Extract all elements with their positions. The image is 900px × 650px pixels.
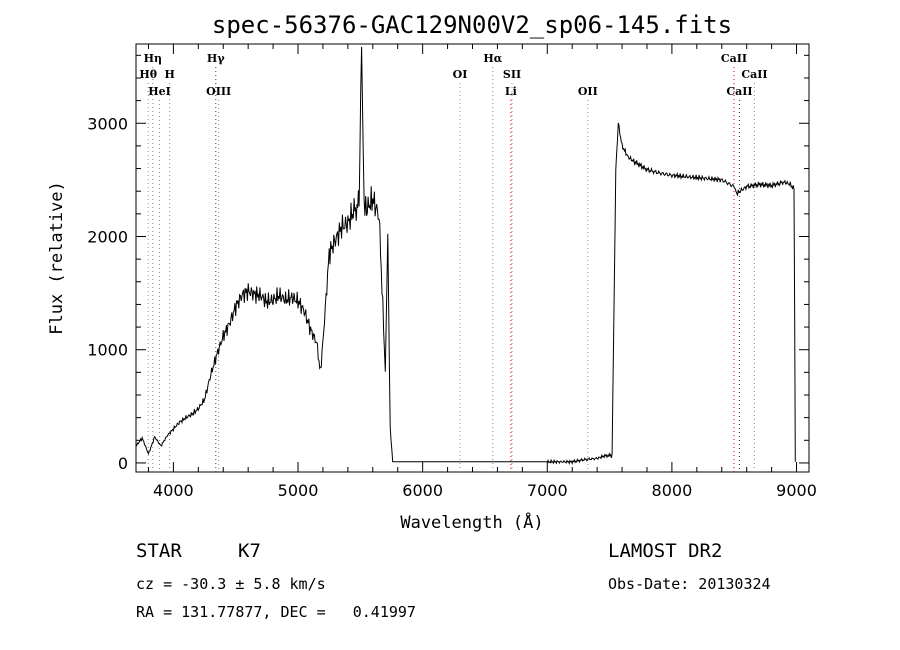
y-axis-label: Flux (relative): [47, 181, 67, 335]
line-marker-label: Li: [505, 85, 517, 98]
object-subclass: K7: [238, 540, 261, 562]
x-tick-label: 4000: [153, 481, 194, 500]
plot-frame: [135, 43, 810, 473]
line-marker-label: Hα: [483, 52, 502, 65]
line-marker-label: Hη: [144, 52, 162, 65]
coordinates: RA = 131.77877, DEC = 0.41997: [136, 603, 416, 621]
y-tick-label: 1000: [87, 341, 128, 360]
line-marker-label: H: [164, 68, 174, 81]
y-tick-label: 2000: [87, 227, 128, 246]
line-marker-label: Hθ: [139, 68, 157, 81]
line-marker-label: CaII: [726, 85, 752, 98]
redshift-value: cz = -30.3 ± 5.8 km/s: [136, 575, 326, 593]
line-marker-label: CaII: [741, 68, 767, 81]
x-tick-label: 8000: [652, 481, 693, 500]
axes: 4000 5000 6000 7000 8000 9000 0 1000 2000 3000: [87, 44, 817, 500]
object-class: STAR: [136, 540, 182, 562]
spectrum-line: [135, 46, 796, 466]
line-marker-label: OII: [578, 85, 598, 98]
spectrum-chart: spec-56376-GAC129N00V2_sp06-145.fits HηH…: [47, 11, 817, 533]
x-axis-label: Wavelength (Å): [400, 511, 543, 533]
survey-name: LAMOST DR2: [608, 540, 723, 562]
line-marker-label: Hγ: [207, 52, 225, 65]
line-marker-label: OIII: [206, 85, 231, 98]
line-marker-label: OI: [453, 68, 468, 81]
line-marker-label: HeI: [148, 85, 171, 98]
obs-date: Obs-Date: 20130324: [608, 575, 771, 593]
x-tick-label: 9000: [776, 481, 817, 500]
chart-title: spec-56376-GAC129N00V2_sp06-145.fits: [212, 11, 732, 39]
x-tick-label: 6000: [402, 481, 443, 500]
x-tick-label: 7000: [527, 481, 568, 500]
line-marker-label: CaII: [721, 52, 747, 65]
y-tick-label: 3000: [87, 114, 128, 133]
y-tick-label: 0: [118, 454, 128, 473]
line-marker-label: SII: [503, 68, 521, 81]
x-tick-label: 5000: [278, 481, 319, 500]
